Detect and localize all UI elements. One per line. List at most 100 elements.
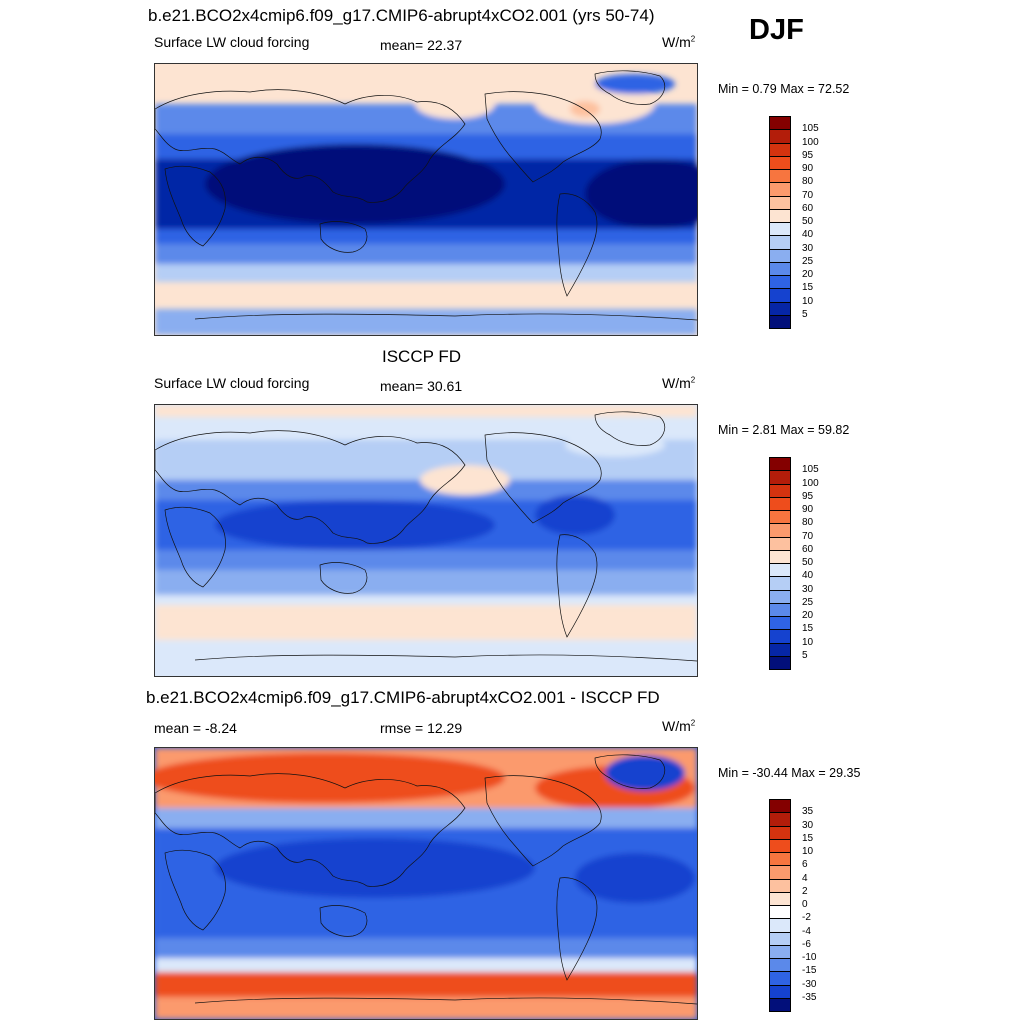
colorbar-label: 30 [802, 583, 814, 595]
colorbar-swatch [769, 812, 791, 827]
panel-1-variable-label: Surface LW cloud forcing [154, 34, 310, 50]
colorbar-label: 30 [802, 819, 814, 831]
colorbar-label: 105 [802, 464, 819, 476]
colorbar-label: -2 [802, 912, 811, 924]
panel-3-map [154, 747, 698, 1020]
panel-3-map-svg [155, 748, 697, 1019]
colorbar-label: 10 [802, 846, 814, 857]
colorbar-swatch [769, 129, 791, 144]
panel-3-colorbar: 35 30 15 10 6 4 2 0 -2 -4 -6 -10 -15 -30 -35 [769, 799, 816, 1012]
colorbar-swatch [769, 248, 791, 263]
colorbar-label: 10 [802, 295, 814, 307]
colorbar-swatch [769, 799, 791, 814]
colorbar-label: 2 [802, 885, 808, 897]
colorbar-label: -6 [802, 938, 811, 950]
panel-1-mean: mean= 22.37 [380, 37, 463, 53]
colorbar-label: 40 [802, 570, 814, 582]
colorbar-swatch [769, 997, 791, 1012]
colorbar-swatch [769, 602, 791, 617]
colorbar-label: 5 [802, 308, 808, 320]
colorbar-label: 15 [802, 832, 814, 844]
panel-2-colorbar: 105 100 95 90 80 70 60 50 40 30 25 20 15 10 5 [769, 457, 819, 670]
colorbar-label: 90 [802, 163, 814, 174]
colorbar-swatch [769, 576, 791, 591]
colorbar-swatch [769, 496, 791, 511]
colorbar-swatch [769, 891, 791, 906]
colorbar-swatch [769, 825, 791, 840]
panel-3-mean: mean = -8.24 [154, 720, 237, 736]
colorbar-swatch [769, 314, 791, 329]
colorbar-label: -35 [802, 991, 817, 1003]
panel-2-mean: mean= 30.61 [380, 378, 463, 394]
colorbar-swatch [769, 549, 791, 564]
panel-1-min-max: Min = 0.79 Max = 72.52 [718, 82, 850, 96]
colorbar-label: 90 [802, 504, 814, 515]
colorbar-label: 15 [802, 282, 814, 294]
colorbar-label: 10 [802, 636, 814, 648]
colorbar-swatch [769, 642, 791, 657]
colorbar-label: -10 [802, 952, 817, 963]
colorbar-swatch [769, 852, 791, 867]
panel-2-units: W/m2 [662, 375, 696, 391]
panel-3-rmse: rmse = 12.29 [380, 720, 463, 736]
colorbar-swatch [769, 182, 791, 197]
colorbar-swatch [769, 116, 791, 131]
colorbar-label: 6 [802, 859, 808, 871]
colorbar-swatch [769, 195, 791, 210]
colorbar-label: 15 [802, 623, 814, 635]
colorbar-label: 50 [802, 557, 814, 568]
colorbar-label: 35 [802, 806, 814, 818]
colorbar-swatch [769, 878, 791, 893]
colorbar-label: 20 [802, 610, 814, 621]
panel-2-map-svg [155, 405, 697, 676]
colorbar-swatch [769, 523, 791, 538]
colorbar-label: 4 [802, 872, 808, 884]
colorbar-swatch [769, 208, 791, 223]
season-label: DJF [749, 14, 804, 46]
colorbar-swatch [769, 958, 791, 973]
panel-1-title: b.e21.BCO2x4cmip6.f09_g17.CMIP6-abrupt4x… [148, 6, 655, 25]
colorbar-swatch [769, 655, 791, 670]
colorbar-label: 105 [802, 123, 819, 135]
colorbar-label: 70 [802, 189, 814, 201]
colorbar-label: -15 [802, 965, 817, 977]
colorbar-label: 80 [802, 517, 814, 529]
colorbar-label: 5 [802, 649, 808, 661]
colorbar-label: 95 [802, 490, 814, 502]
colorbar-swatch [769, 629, 791, 644]
colorbar-swatch [769, 984, 791, 999]
colorbar-swatch [769, 301, 791, 316]
colorbar-swatch [769, 616, 791, 631]
colorbar-swatch [769, 944, 791, 959]
colorbar-label: -4 [802, 925, 811, 937]
colorbar-swatch [769, 931, 791, 946]
colorbar-swatch [769, 169, 791, 184]
panel-1-units: W/m2 [662, 34, 696, 50]
colorbar-label: 60 [802, 543, 814, 555]
colorbar-swatch [769, 470, 791, 485]
colorbar-label: 60 [802, 202, 814, 214]
panel-2-map [154, 404, 698, 677]
colorbar-swatch [769, 155, 791, 170]
colorbar-label: 95 [802, 149, 814, 161]
panel-2-variable-label: Surface LW cloud forcing [154, 375, 310, 391]
panel-1-colorbar: 105 100 95 90 80 70 60 50 40 30 25 20 15 10 5 [769, 116, 819, 329]
colorbar-swatch [769, 275, 791, 290]
colorbar-label: -30 [802, 978, 817, 990]
colorbar-swatch [769, 536, 791, 551]
panel-1-map [154, 63, 698, 336]
colorbar-swatch [769, 510, 791, 525]
colorbar-swatch [769, 971, 791, 986]
colorbar-label: 80 [802, 176, 814, 188]
colorbar-swatch [769, 142, 791, 157]
colorbar-label: 20 [802, 269, 814, 280]
colorbar-swatch [769, 261, 791, 276]
colorbar-swatch [769, 905, 791, 920]
colorbar-label: 70 [802, 530, 814, 542]
panel-3-units: W/m2 [662, 718, 696, 734]
colorbar-swatch [769, 235, 791, 250]
colorbar-swatch [769, 483, 791, 498]
panel-1-map-svg [155, 64, 697, 335]
panel-3-min-max: Min = -30.44 Max = 29.35 [718, 766, 861, 780]
colorbar-swatch [769, 838, 791, 853]
